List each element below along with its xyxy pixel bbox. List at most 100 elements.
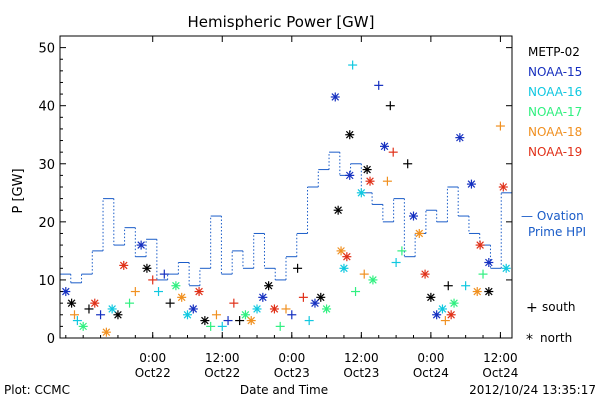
y-tick-label: 10 xyxy=(38,274,55,289)
legend-series-noaa-15: NOAA-15 xyxy=(528,65,582,79)
data-point-north xyxy=(90,298,100,308)
data-point-north xyxy=(342,252,352,262)
data-point-north xyxy=(362,165,372,175)
data-point-south xyxy=(69,310,79,320)
data-point-south xyxy=(229,298,239,308)
data-point-south xyxy=(461,281,471,291)
data-point-north xyxy=(414,228,424,238)
data-point-north xyxy=(182,310,192,320)
data-point-north xyxy=(432,310,442,320)
data-point-south xyxy=(391,258,401,267)
data-point-north xyxy=(322,304,332,314)
data-point-north xyxy=(269,304,279,314)
y-tick-label: 30 xyxy=(38,158,55,173)
data-point-north xyxy=(501,263,511,273)
legend-ovation-line1: — Ovation xyxy=(521,209,584,223)
data-point-south xyxy=(159,269,169,279)
data-point-south xyxy=(293,263,303,273)
plot-frame xyxy=(59,35,513,339)
data-point-north xyxy=(310,298,320,308)
legend-marker-south-symbol: + xyxy=(526,300,538,316)
data-point-north xyxy=(188,304,198,314)
data-point-north xyxy=(107,304,117,314)
y-axis-label: P [GW] xyxy=(11,168,26,213)
legend-series-noaa-19: NOAA-19 xyxy=(528,145,582,159)
data-point-north xyxy=(356,188,366,198)
data-point-north xyxy=(368,275,378,285)
x-tick-label-date: Oct22 xyxy=(204,366,240,380)
y-tick-label: 50 xyxy=(38,42,55,57)
data-point-south xyxy=(275,321,285,331)
data-point-south xyxy=(374,80,384,90)
y-tick-label: 40 xyxy=(38,100,55,115)
x-tick-label-date: Oct23 xyxy=(343,366,379,380)
footer-plot-credit: Plot: CCMC xyxy=(4,383,70,397)
data-point-south xyxy=(72,316,82,326)
data-point-north xyxy=(119,260,129,270)
data-point-north xyxy=(177,292,187,302)
data-point-north xyxy=(101,327,111,337)
data-point-south xyxy=(440,316,450,326)
data-point-north xyxy=(472,287,482,297)
data-point-north xyxy=(380,141,390,151)
legend-marker-south-label: south xyxy=(542,300,576,314)
data-point-south xyxy=(298,292,308,302)
data-point-north xyxy=(466,179,476,189)
data-point-north xyxy=(365,176,375,186)
data-point-north xyxy=(339,263,349,273)
legend: METP-02 NOAA-15 NOAA-16 NOAA-17 NOAA-18 NOAA-… xyxy=(521,45,586,348)
data-point-south xyxy=(443,281,453,291)
x-tick-label-date: Oct24 xyxy=(482,366,518,380)
data-point-south xyxy=(217,321,227,331)
x-tick-label-time: 0:00 xyxy=(139,351,166,365)
footer-x-axis-label: Date and Time xyxy=(240,383,328,397)
data-point-north xyxy=(420,269,430,279)
data-point-north xyxy=(345,170,355,180)
data-point-north xyxy=(475,240,485,250)
x-tick-label-time: 12:00 xyxy=(205,351,240,365)
data-point-south xyxy=(211,310,221,320)
data-point-north xyxy=(264,281,274,291)
data-point-south xyxy=(495,121,505,131)
data-point-north xyxy=(449,298,459,308)
legend-marker-north-label: north xyxy=(540,331,572,345)
y-tick-label: 0 xyxy=(47,332,55,347)
data-point-south xyxy=(125,298,135,308)
data-point-south xyxy=(304,316,314,326)
data-point-north xyxy=(67,298,77,308)
legend-series-noaa-16: NOAA-16 xyxy=(528,85,582,99)
data-point-south xyxy=(84,304,94,314)
data-point-south xyxy=(382,176,392,186)
data-point-south xyxy=(287,310,297,320)
data-point-south xyxy=(348,60,358,70)
y-tick-label: 20 xyxy=(38,216,55,231)
data-point-south xyxy=(154,287,164,297)
footer-timestamp: 2012/10/24 13:35:17 xyxy=(469,383,596,397)
data-point-north xyxy=(316,292,326,302)
x-tick-label-date: Oct22 xyxy=(135,366,171,380)
legend-marker-north-symbol: * xyxy=(526,332,533,348)
data-point-north xyxy=(455,133,465,143)
data-point-north xyxy=(113,310,123,320)
x-tick-label-time: 12:00 xyxy=(483,351,518,365)
data-point-north xyxy=(258,292,268,302)
data-point-south xyxy=(130,287,140,297)
axes: 010203040500:00Oct2212:00Oct220:00Oct231… xyxy=(38,35,518,380)
chart-title: Hemispheric Power [GW] xyxy=(188,13,375,31)
data-point-north xyxy=(333,205,343,215)
data-point-north xyxy=(240,310,250,320)
satellite-data-points xyxy=(61,60,511,337)
data-point-south xyxy=(165,298,175,308)
data-point-north xyxy=(426,292,436,302)
data-point-north xyxy=(171,281,181,291)
data-point-north xyxy=(484,258,494,267)
data-point-north xyxy=(446,310,456,320)
data-point-north xyxy=(136,240,146,250)
data-point-north xyxy=(194,287,204,297)
legend-series-noaa-17: NOAA-17 xyxy=(528,105,582,119)
data-point-south xyxy=(206,321,216,331)
data-point-south xyxy=(148,275,158,285)
data-point-north xyxy=(336,246,346,256)
data-point-north xyxy=(408,211,418,221)
data-point-north xyxy=(200,316,210,326)
